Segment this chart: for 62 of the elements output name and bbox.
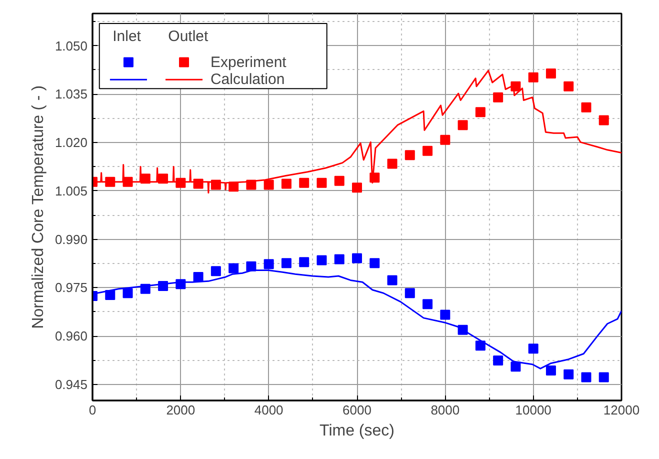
point: [334, 254, 344, 264]
point: [475, 340, 486, 351]
point: [404, 150, 415, 160]
point: [528, 72, 538, 82]
x-tick-label: 6000: [342, 402, 372, 418]
point: [299, 257, 310, 268]
y-tick-label: 0.960: [54, 328, 88, 344]
point: [510, 362, 521, 372]
annotation: Outlet: [168, 28, 209, 45]
y-tick-label: 0.990: [54, 232, 88, 247]
point: [581, 372, 592, 382]
point: [581, 102, 592, 112]
point: [387, 275, 398, 286]
point: [564, 369, 574, 380]
point: [458, 120, 468, 130]
point: [546, 366, 556, 376]
point: [404, 288, 415, 298]
legend-label: Experiment: [210, 54, 288, 71]
y-tick-label: 1.035: [54, 86, 88, 102]
x-tick-label: 0: [88, 402, 96, 418]
point: [352, 253, 362, 264]
point: [281, 178, 292, 189]
point: [264, 180, 274, 190]
point: [264, 259, 274, 270]
point: [493, 92, 504, 102]
point: [440, 134, 450, 145]
legend-label: Calculation: [210, 71, 285, 88]
point: [316, 255, 327, 266]
point: [281, 258, 292, 268]
point: [352, 182, 362, 193]
x-tick-label: 2000: [166, 402, 196, 418]
x-tick-label: 10000: [515, 402, 552, 418]
y-tick-label: 0.945: [54, 376, 88, 392]
point: [370, 258, 380, 268]
y-axis-title: Normalized Core Temperature ( - ): [30, 85, 47, 329]
point: [334, 176, 344, 186]
point: [387, 158, 398, 169]
point: [422, 146, 433, 156]
point: [299, 178, 310, 188]
y-tick-label: 0.975: [54, 280, 88, 296]
point: [598, 115, 609, 126]
x-axis-title: Time (sec): [320, 422, 394, 440]
point: [598, 372, 609, 382]
point: [440, 310, 450, 320]
point: [546, 68, 556, 78]
x-tick-label: 4000: [254, 402, 284, 418]
point: [493, 356, 504, 366]
y-tick-label: 1.050: [54, 38, 88, 54]
point: [210, 266, 221, 276]
point: [475, 107, 486, 118]
y-tick-label: 1.020: [54, 135, 88, 150]
point: [528, 344, 538, 354]
point: [564, 81, 574, 92]
point: [228, 263, 239, 274]
point: [316, 178, 327, 188]
point: [122, 288, 133, 298]
y-tick-label: 1.005: [54, 183, 88, 198]
point: [422, 299, 433, 310]
point: [193, 272, 204, 282]
x-tick-label: 8000: [430, 402, 460, 418]
x-tick-label: 12000: [603, 402, 640, 418]
legend-title: Inlet: [112, 28, 142, 45]
